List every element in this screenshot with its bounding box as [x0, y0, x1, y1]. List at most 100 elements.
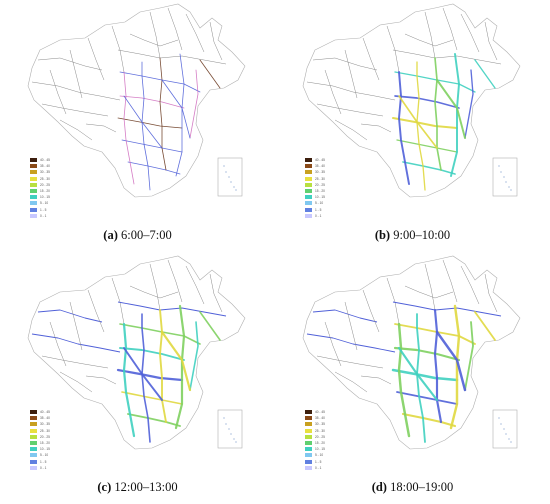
railway-line: [312, 309, 378, 323]
legend-swatch: [30, 441, 37, 446]
legend-swatch: [30, 213, 37, 218]
railway-line-flow: [394, 71, 476, 93]
island-dot: [235, 441, 237, 443]
railway-line: [316, 355, 384, 369]
legend-label: 5 - 10: [40, 201, 49, 206]
railway-line-flow: [436, 79, 466, 139]
railway-line-flow: [116, 368, 184, 382]
legend-item: 1 - 5: [30, 207, 70, 213]
railway-line-flow: [119, 323, 201, 345]
legend-label: 40 - 45: [315, 158, 325, 163]
legend-label: 30 - 35: [40, 422, 50, 427]
railway-line: [117, 301, 227, 317]
caption-time-d: 18:00–19:00: [390, 480, 454, 494]
island-dot: [225, 423, 227, 425]
railway-line: [49, 69, 67, 115]
island-dot: [508, 186, 510, 188]
railway-line: [49, 321, 67, 367]
map-panel-d: 40 - 45 35 - 40 30 - 35 25 - 30 20 - 25 15 - …: [275, 252, 550, 504]
legend-swatch: [30, 170, 37, 175]
legend-item: 5 - 10: [305, 452, 345, 458]
railway-line: [442, 259, 458, 303]
railway-line-flow: [464, 321, 474, 391]
legend-label: 20 - 25: [315, 434, 325, 439]
legend-label: 25 - 30: [40, 428, 50, 433]
legend-item: 40 - 45: [30, 157, 70, 163]
railway-line: [31, 333, 121, 353]
railway-line: [344, 301, 358, 351]
railway-line-flow: [123, 95, 163, 149]
caption-time-a: 6:00–7:00: [121, 228, 172, 242]
legend-swatch: [30, 410, 37, 415]
railway-line-flow: [474, 59, 496, 89]
legend-swatch: [305, 453, 312, 458]
railway-line: [324, 321, 342, 367]
country-border: [302, 3, 521, 198]
legend-item: 30 - 35: [30, 421, 70, 427]
caption-b: (b) 9:00–10:00: [275, 228, 550, 243]
legend-item: 35 - 40: [305, 415, 345, 421]
railway-line-flow: [402, 161, 456, 175]
railway-line-flow: [161, 79, 191, 139]
railway-line-flow: [394, 95, 460, 109]
island-dot: [498, 165, 500, 167]
island-dot: [225, 171, 227, 173]
railway-line-flow: [127, 413, 181, 427]
legend-swatch: [305, 447, 312, 452]
railway-line-flow: [122, 322, 136, 438]
legend-label: 30 - 35: [315, 170, 325, 175]
railway-line: [185, 13, 205, 53]
railway-network-map-d: [302, 255, 521, 450]
railway-line: [31, 81, 121, 101]
railway-line-flow: [398, 71, 410, 185]
map-panel-c: 40 - 45 35 - 40 30 - 35 25 - 30 20 - 25 15 - …: [0, 252, 275, 504]
legend-label: 35 - 40: [40, 164, 50, 169]
legend-label: 10 - 15: [315, 447, 325, 452]
railway-line: [392, 49, 502, 65]
country-border: [27, 255, 246, 450]
railway-line-flow: [174, 304, 186, 430]
legend-swatch: [30, 164, 37, 169]
legend-item: 25 - 30: [30, 176, 70, 182]
railway-line-flow: [435, 330, 467, 392]
legend-swatch: [305, 207, 312, 212]
legend-item: 35 - 40: [30, 163, 70, 169]
railway-line-flow: [199, 311, 221, 341]
railway-line-flow: [474, 311, 496, 341]
island-dot: [510, 189, 512, 191]
caption-letter-b: (b): [374, 228, 391, 242]
island-dot: [505, 181, 507, 183]
legend-item: 20 - 25: [305, 434, 345, 440]
legend-item: 20 - 25: [30, 182, 70, 188]
legend-item: 1 - 5: [305, 207, 345, 213]
railway-line: [360, 123, 392, 133]
railway-line-flow: [397, 346, 439, 402]
railway-line-flow: [433, 308, 443, 424]
legend-item: 5 - 10: [305, 200, 345, 206]
caption-letter-c: (c): [97, 480, 112, 494]
railway-line: [334, 371, 368, 393]
country-border: [302, 255, 521, 450]
railway-line: [41, 355, 109, 369]
railway-line-flow: [119, 71, 201, 93]
railway-line: [362, 37, 380, 81]
legend-label: 10 - 15: [315, 195, 325, 200]
railway-line-flow: [199, 59, 221, 89]
railway-line-flow: [189, 321, 199, 391]
island-dot: [230, 181, 232, 183]
railway-line-flow: [123, 71, 135, 185]
legend-swatch: [30, 434, 37, 439]
railway-line: [460, 265, 480, 305]
legend-item: 40 - 45: [305, 157, 345, 163]
railway-line: [442, 7, 458, 51]
railway-line: [424, 11, 436, 59]
legend-item: 25 - 30: [305, 428, 345, 434]
railway-line: [69, 301, 83, 351]
railway-line-flow: [449, 304, 461, 430]
railway-line-flow: [396, 391, 458, 405]
railway-line: [69, 49, 83, 99]
island-dot: [235, 189, 237, 191]
legend-label: 40 - 45: [315, 410, 325, 415]
island-dot: [505, 433, 507, 435]
legend-item: 5 - 10: [30, 452, 70, 458]
